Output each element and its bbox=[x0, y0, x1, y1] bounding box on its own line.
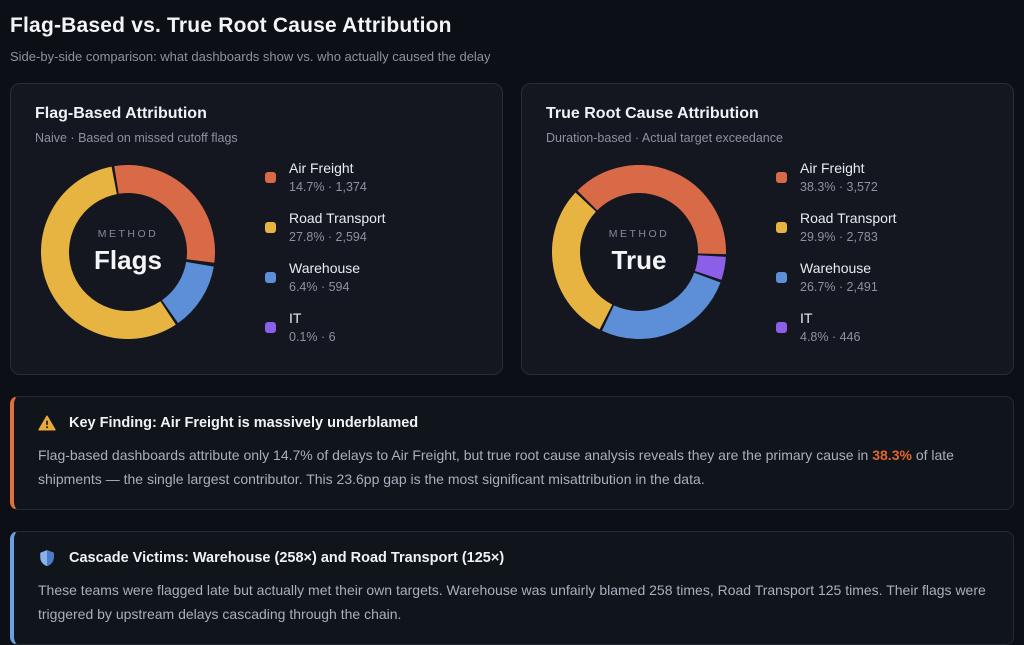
legend-text: Warehouse 6.4% · 594 bbox=[289, 260, 360, 294]
card-subtitle: Naive · Based on missed cutoff flags bbox=[35, 131, 238, 145]
page-title: Flag-Based vs. True Root Cause Attributi… bbox=[10, 14, 452, 37]
legend-swatch-road-transport bbox=[265, 221, 276, 233]
legend-text: Road Transport 29.9% · 2,783 bbox=[800, 210, 897, 244]
legend-swatch-it bbox=[265, 321, 276, 333]
legend-true: Air Freight 38.3% · 3,572 Road Transport… bbox=[776, 160, 897, 344]
legend-text: Road Transport 27.8% · 2,594 bbox=[289, 210, 386, 244]
donut-segment-air-freight[interactable] bbox=[114, 165, 215, 263]
legend-value: 14.7% · 1,374 bbox=[289, 180, 367, 194]
legend-swatch-it bbox=[776, 321, 787, 333]
card-flag-based-attribution: Flag-Based Attribution Naive · Based on … bbox=[10, 83, 503, 375]
donut-svg-true[interactable] bbox=[552, 165, 726, 339]
legend-value: 26.7% · 2,491 bbox=[800, 280, 878, 294]
donut-segment-road-transport[interactable] bbox=[41, 166, 176, 339]
legend-item-warehouse[interactable]: Warehouse 26.7% · 2,491 bbox=[776, 260, 897, 294]
comparison-cards-row: Flag-Based Attribution Naive · Based on … bbox=[10, 83, 1014, 375]
legend-text: IT 4.8% · 446 bbox=[800, 310, 860, 344]
card-body: METHOD Flags Air Freight 14.7% · 1,374 R… bbox=[35, 160, 478, 344]
callout-body-before: Flag-based dashboards attribute only 14.… bbox=[38, 447, 873, 463]
donut-chart-flags[interactable]: METHOD Flags bbox=[41, 165, 215, 339]
donut-segment-it[interactable] bbox=[694, 254, 726, 280]
legend-item-air-freight[interactable]: Air Freight 14.7% · 1,374 bbox=[265, 160, 386, 194]
legend-value: 6.4% · 594 bbox=[289, 280, 350, 294]
callout-body-after: of late shipments — the single largest c… bbox=[38, 447, 954, 488]
legend-swatch-warehouse bbox=[776, 271, 787, 283]
legend-text: Warehouse 26.7% · 2,491 bbox=[800, 260, 878, 294]
legend-swatch-air-freight bbox=[265, 171, 276, 183]
legend-label: Warehouse bbox=[800, 260, 872, 276]
callout-title-row: Cascade Victims: Warehouse (258×) and Ro… bbox=[38, 549, 989, 567]
legend-label: Road Transport bbox=[800, 210, 897, 226]
donut-chart-true[interactable]: METHOD True bbox=[552, 165, 726, 339]
shield-icon bbox=[38, 549, 56, 567]
legend-label: Warehouse bbox=[289, 260, 361, 276]
card-subtitle: Duration-based · Actual target exceedanc… bbox=[546, 131, 783, 145]
donut-svg-flags[interactable] bbox=[41, 165, 215, 339]
card-true-root-cause-attribution: True Root Cause Attribution Duration-bas… bbox=[521, 83, 1014, 375]
legend-item-air-freight[interactable]: Air Freight 38.3% · 3,572 bbox=[776, 160, 897, 194]
legend-item-road-transport[interactable]: Road Transport 29.9% · 2,783 bbox=[776, 210, 897, 244]
legend-text: Air Freight 38.3% · 3,572 bbox=[800, 160, 878, 194]
callout-cascade-victims: Cascade Victims: Warehouse (258×) and Ro… bbox=[10, 531, 1014, 645]
card-body: METHOD True Air Freight 38.3% · 3,572 Ro… bbox=[546, 160, 989, 344]
legend-flags: Air Freight 14.7% · 1,374 Road Transport… bbox=[265, 160, 386, 344]
page-header: Flag-Based vs. True Root Cause Attributi… bbox=[10, 14, 1014, 64]
donut-segment-road-transport[interactable] bbox=[552, 192, 613, 330]
legend-item-road-transport[interactable]: Road Transport 27.8% · 2,594 bbox=[265, 210, 386, 244]
legend-text: Air Freight 14.7% · 1,374 bbox=[289, 160, 367, 194]
card-title: True Root Cause Attribution bbox=[546, 105, 759, 122]
legend-text: IT 0.1% · 6 bbox=[289, 310, 336, 344]
legend-label: IT bbox=[800, 310, 813, 326]
legend-item-warehouse[interactable]: Warehouse 6.4% · 594 bbox=[265, 260, 386, 294]
legend-item-it[interactable]: IT 4.8% · 446 bbox=[776, 310, 897, 344]
legend-swatch-air-freight bbox=[776, 171, 787, 183]
donut-segment-warehouse[interactable] bbox=[602, 272, 721, 339]
legend-label: Air Freight bbox=[800, 160, 865, 176]
legend-value: 27.8% · 2,594 bbox=[289, 230, 367, 244]
legend-item-it[interactable]: IT 0.1% · 6 bbox=[265, 310, 386, 344]
callout-title: Key Finding: Air Freight is massively un… bbox=[69, 415, 419, 431]
callout-title: Cascade Victims: Warehouse (258×) and Ro… bbox=[69, 550, 505, 567]
callout-key-finding: Key Finding: Air Freight is massively un… bbox=[10, 396, 1014, 511]
legend-label: IT bbox=[289, 310, 302, 326]
legend-value: 4.8% · 446 bbox=[800, 330, 861, 344]
legend-swatch-road-transport bbox=[776, 221, 787, 233]
card-title: Flag-Based Attribution bbox=[35, 105, 207, 122]
legend-label: Air Freight bbox=[289, 160, 354, 176]
legend-swatch-warehouse bbox=[265, 271, 276, 283]
legend-value: 29.9% · 2,783 bbox=[800, 230, 878, 244]
legend-label: Road Transport bbox=[289, 210, 386, 226]
warning-icon bbox=[38, 414, 56, 432]
callout-body-highlight: 38.3% bbox=[872, 447, 912, 463]
donut-segment-warehouse[interactable] bbox=[161, 261, 214, 324]
donut-segment-air-freight[interactable] bbox=[577, 165, 726, 255]
legend-value: 0.1% · 6 bbox=[289, 330, 336, 344]
callout-body: These teams were flagged late but actual… bbox=[38, 582, 986, 623]
legend-value: 38.3% · 3,572 bbox=[800, 180, 878, 194]
callout-title-row: Key Finding: Air Freight is massively un… bbox=[38, 414, 989, 432]
callout-body: Flag-based dashboards attribute only 14.… bbox=[38, 443, 989, 491]
page-subtitle: Side-by-side comparison: what dashboards… bbox=[10, 49, 491, 64]
